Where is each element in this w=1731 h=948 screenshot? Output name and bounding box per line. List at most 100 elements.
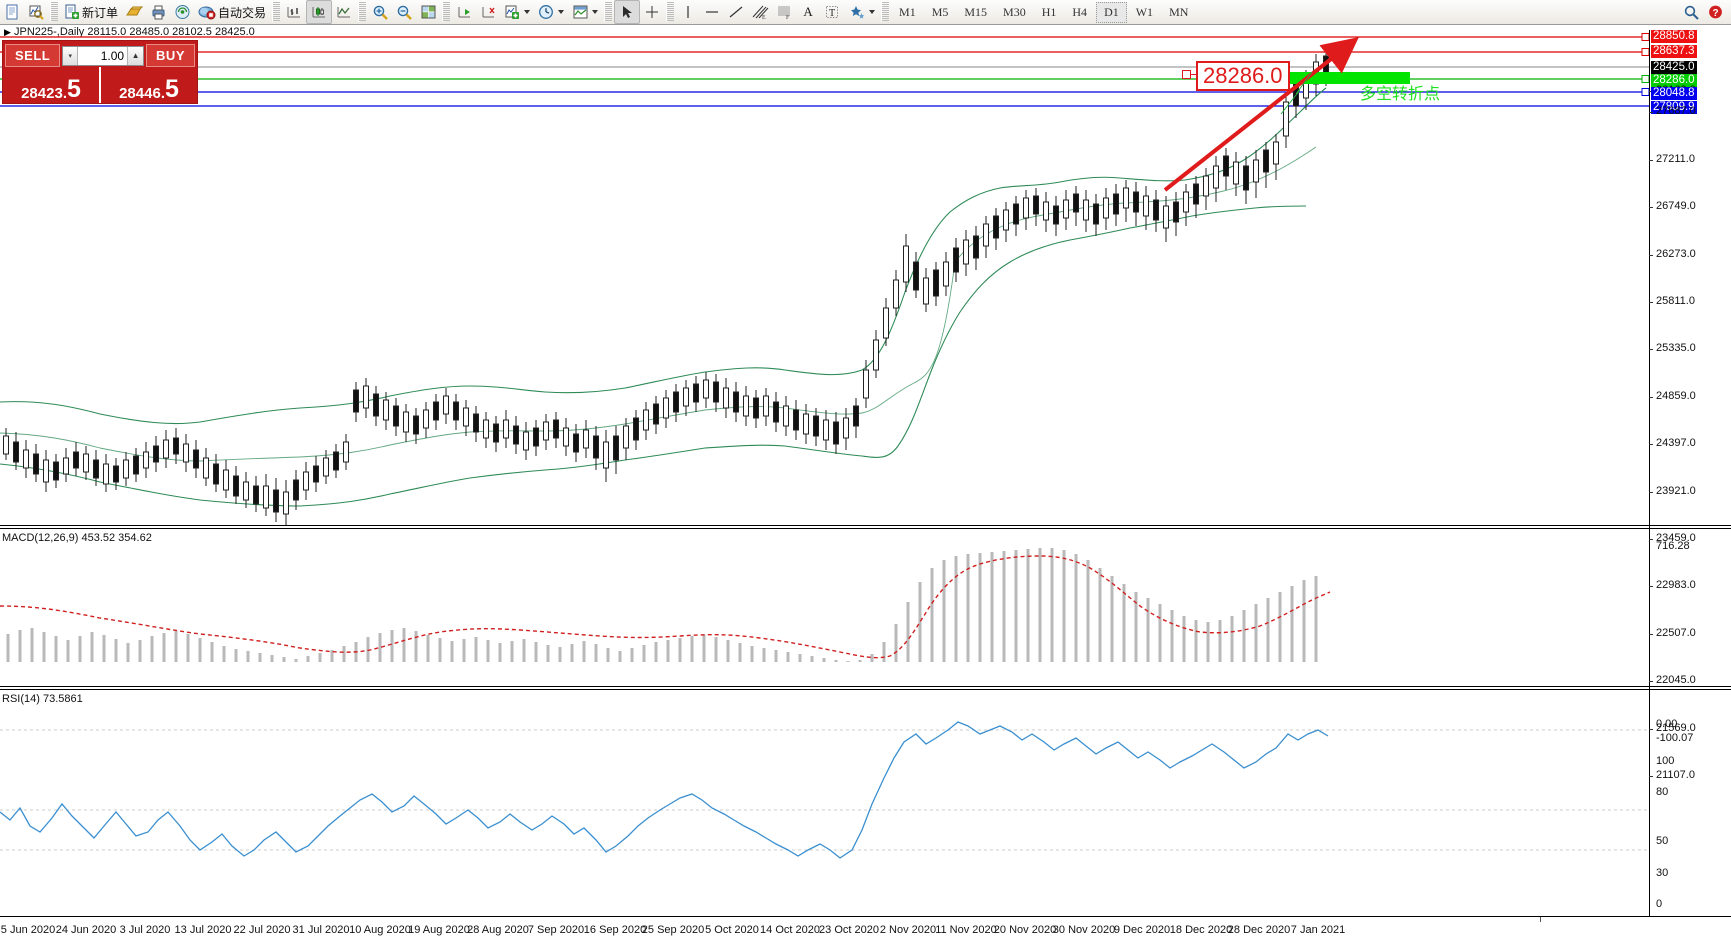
tab-timeframe-m30[interactable]: M30 (1003, 4, 1026, 19)
macd-svg (0, 548, 1331, 662)
chevron-down-icon[interactable] (869, 10, 876, 14)
price-tick-value: 24859.0 (1656, 390, 1696, 402)
candlestick-chart-icon[interactable] (306, 0, 333, 24)
macd-pane[interactable] (0, 536, 1649, 686)
toolbar-separator (50, 2, 58, 22)
collapse-arrow-icon[interactable]: ▶ (4, 27, 11, 37)
annotation-connector (1186, 74, 1198, 75)
autotrading-label: 自动交易 (218, 5, 267, 20)
buy-price[interactable]: 28446 . 5 (99, 67, 197, 103)
price-tick-25811: 25811.0 (1649, 295, 1695, 307)
annotation-anchor-handle[interactable] (1182, 70, 1191, 79)
price-level-label-27809: 27809.9 (1651, 101, 1697, 114)
date-label: 28 Dec 2020 (1227, 924, 1291, 936)
tile-windows-icon[interactable] (416, 1, 440, 23)
fibonacci-tool-icon[interactable]: F (772, 1, 796, 23)
new-document-icon[interactable] (0, 1, 24, 23)
signal-icon[interactable] (170, 1, 194, 23)
macd-histogram (6, 548, 1318, 662)
date-label: 10 Aug 2020 (349, 924, 411, 936)
help-icon[interactable]: ? (1703, 1, 1727, 23)
zoom-in-icon[interactable] (368, 1, 392, 23)
indicators-icon[interactable] (500, 1, 534, 23)
tab-timeframe-h1[interactable]: H1 (1041, 4, 1057, 19)
price-tick-22507: 22507.0 (1649, 627, 1696, 639)
date-label: 7 Sep 2020 (527, 924, 585, 936)
price-annotation-tag[interactable]: 28286.0 (1196, 61, 1290, 91)
cursor-tool-icon[interactable] (614, 0, 641, 24)
price-tick-value: 22045.0 (1656, 674, 1696, 686)
rsi-pane[interactable] (0, 700, 1649, 914)
text-label-tool-icon[interactable]: T (820, 1, 844, 23)
price-axis[interactable]: 28850.8 28637.3 28425.0 28286.0 28163.0 … (1649, 30, 1731, 916)
rising-trendline-arrow (1163, 37, 1359, 192)
sell-button[interactable]: SELL (5, 44, 61, 67)
price-tick-22983: 22983.0 (1649, 579, 1696, 591)
sell-price[interactable]: 28423 . 5 (3, 67, 99, 103)
tab-timeframe-mn[interactable]: MN (1169, 4, 1189, 19)
tab-timeframe-m1[interactable]: M1 (899, 4, 916, 19)
price-tick-21107: 21107.0 (1649, 769, 1695, 781)
bar-chart-icon[interactable] (282, 1, 306, 23)
buy-price-fraction: 5 (164, 75, 179, 104)
volume-value[interactable]: 1.00 (100, 48, 125, 63)
volume-input[interactable]: ▾ 1.00 ▲ (62, 45, 145, 66)
objects-tool-icon[interactable] (844, 1, 879, 23)
tab-timeframe-m15[interactable]: M15 (964, 4, 988, 19)
text-tool-icon[interactable]: A (796, 1, 820, 23)
line-chart-icon[interactable] (332, 1, 356, 23)
printer-icon[interactable] (146, 1, 170, 23)
rsi-indicator-label: RSI(14) 73.5861 (2, 693, 83, 705)
tab-timeframe-h4[interactable]: H4 (1072, 4, 1088, 19)
volume-stepper-up-icon[interactable]: ▲ (127, 46, 144, 65)
chartshift-icon[interactable] (476, 1, 500, 23)
date-label: 23 Oct 2020 (819, 924, 879, 936)
date-label: 31 Jul 2020 (292, 924, 350, 936)
toolbar-separator (358, 2, 367, 22)
macd-tick-716: 716.28 (1656, 540, 1690, 552)
date-label: 3 Jul 2020 (119, 924, 171, 936)
autotrading-button[interactable]: 自动交易 (194, 1, 270, 23)
autoscroll-icon[interactable] (452, 1, 476, 23)
new-order-button[interactable]: 新订单 (60, 1, 122, 23)
date-label: 20 Nov 2020 (993, 924, 1057, 936)
macd-pane-divider (0, 525, 1731, 526)
sell-price-fraction: 5 (66, 75, 81, 104)
buy-button[interactable]: BUY (146, 44, 195, 67)
chevron-down-icon[interactable] (592, 10, 599, 14)
price-chart-canvas[interactable] (0, 30, 1650, 916)
trendline-tool-icon[interactable] (724, 1, 748, 23)
periods-clock-icon[interactable] (534, 1, 568, 23)
crosshair-tool-icon[interactable] (640, 1, 664, 23)
open-chart-icon[interactable] (24, 1, 48, 23)
price-tick-value: 26749.0 (1656, 200, 1696, 212)
search-icon[interactable] (1679, 1, 1703, 23)
price-tick-value: 25335.0 (1656, 342, 1696, 354)
volume-dropdown-icon[interactable]: ▾ (63, 46, 79, 65)
chevron-down-icon[interactable] (524, 10, 531, 14)
price-tick-value: 21569.0 (1656, 722, 1696, 734)
sell-price-integer: 28423 (21, 85, 63, 102)
price-separator: . (160, 85, 165, 102)
equidistant-channel-icon[interactable]: E (748, 1, 772, 23)
gold-bar-icon[interactable] (122, 1, 146, 23)
macd-indicator-label: MACD(12,26,9) 453.52 354.62 (2, 532, 152, 544)
date-axis[interactable]: 5 Jun 2020 24 Jun 2020 3 Jul 2020 13 Jul… (0, 916, 1731, 948)
tab-timeframe-d1[interactable]: D1 (1096, 1, 1127, 23)
macd-pane-divider-2 (0, 528, 1731, 529)
svg-text:?: ? (1712, 8, 1718, 19)
one-click-trading-panel[interactable]: SELL ▾ 1.00 ▲ BUY 28423 . 5 28446 . 5 (2, 40, 198, 104)
rsi-tick-50: 50 (1656, 835, 1669, 847)
templates-icon[interactable] (568, 1, 602, 23)
price-tick-23459: 23459.0 (1649, 532, 1696, 544)
tab-timeframe-w1[interactable]: W1 (1135, 4, 1154, 19)
price-tick-24859: 24859.0 (1649, 390, 1696, 402)
zoom-out-icon[interactable] (392, 1, 416, 23)
symbol-ohlc-header: ▶ JPN225-,Daily 28115.0 28485.0 28102.5 … (4, 26, 255, 38)
chevron-down-icon[interactable] (558, 10, 565, 14)
vertical-line-tool-icon[interactable] (676, 1, 700, 23)
horizontal-line-tool-icon[interactable] (700, 1, 724, 23)
tab-timeframe-m5[interactable]: M5 (931, 4, 949, 19)
rsi-svg (0, 721, 1649, 859)
date-label: 22 Jul 2020 (233, 924, 291, 936)
